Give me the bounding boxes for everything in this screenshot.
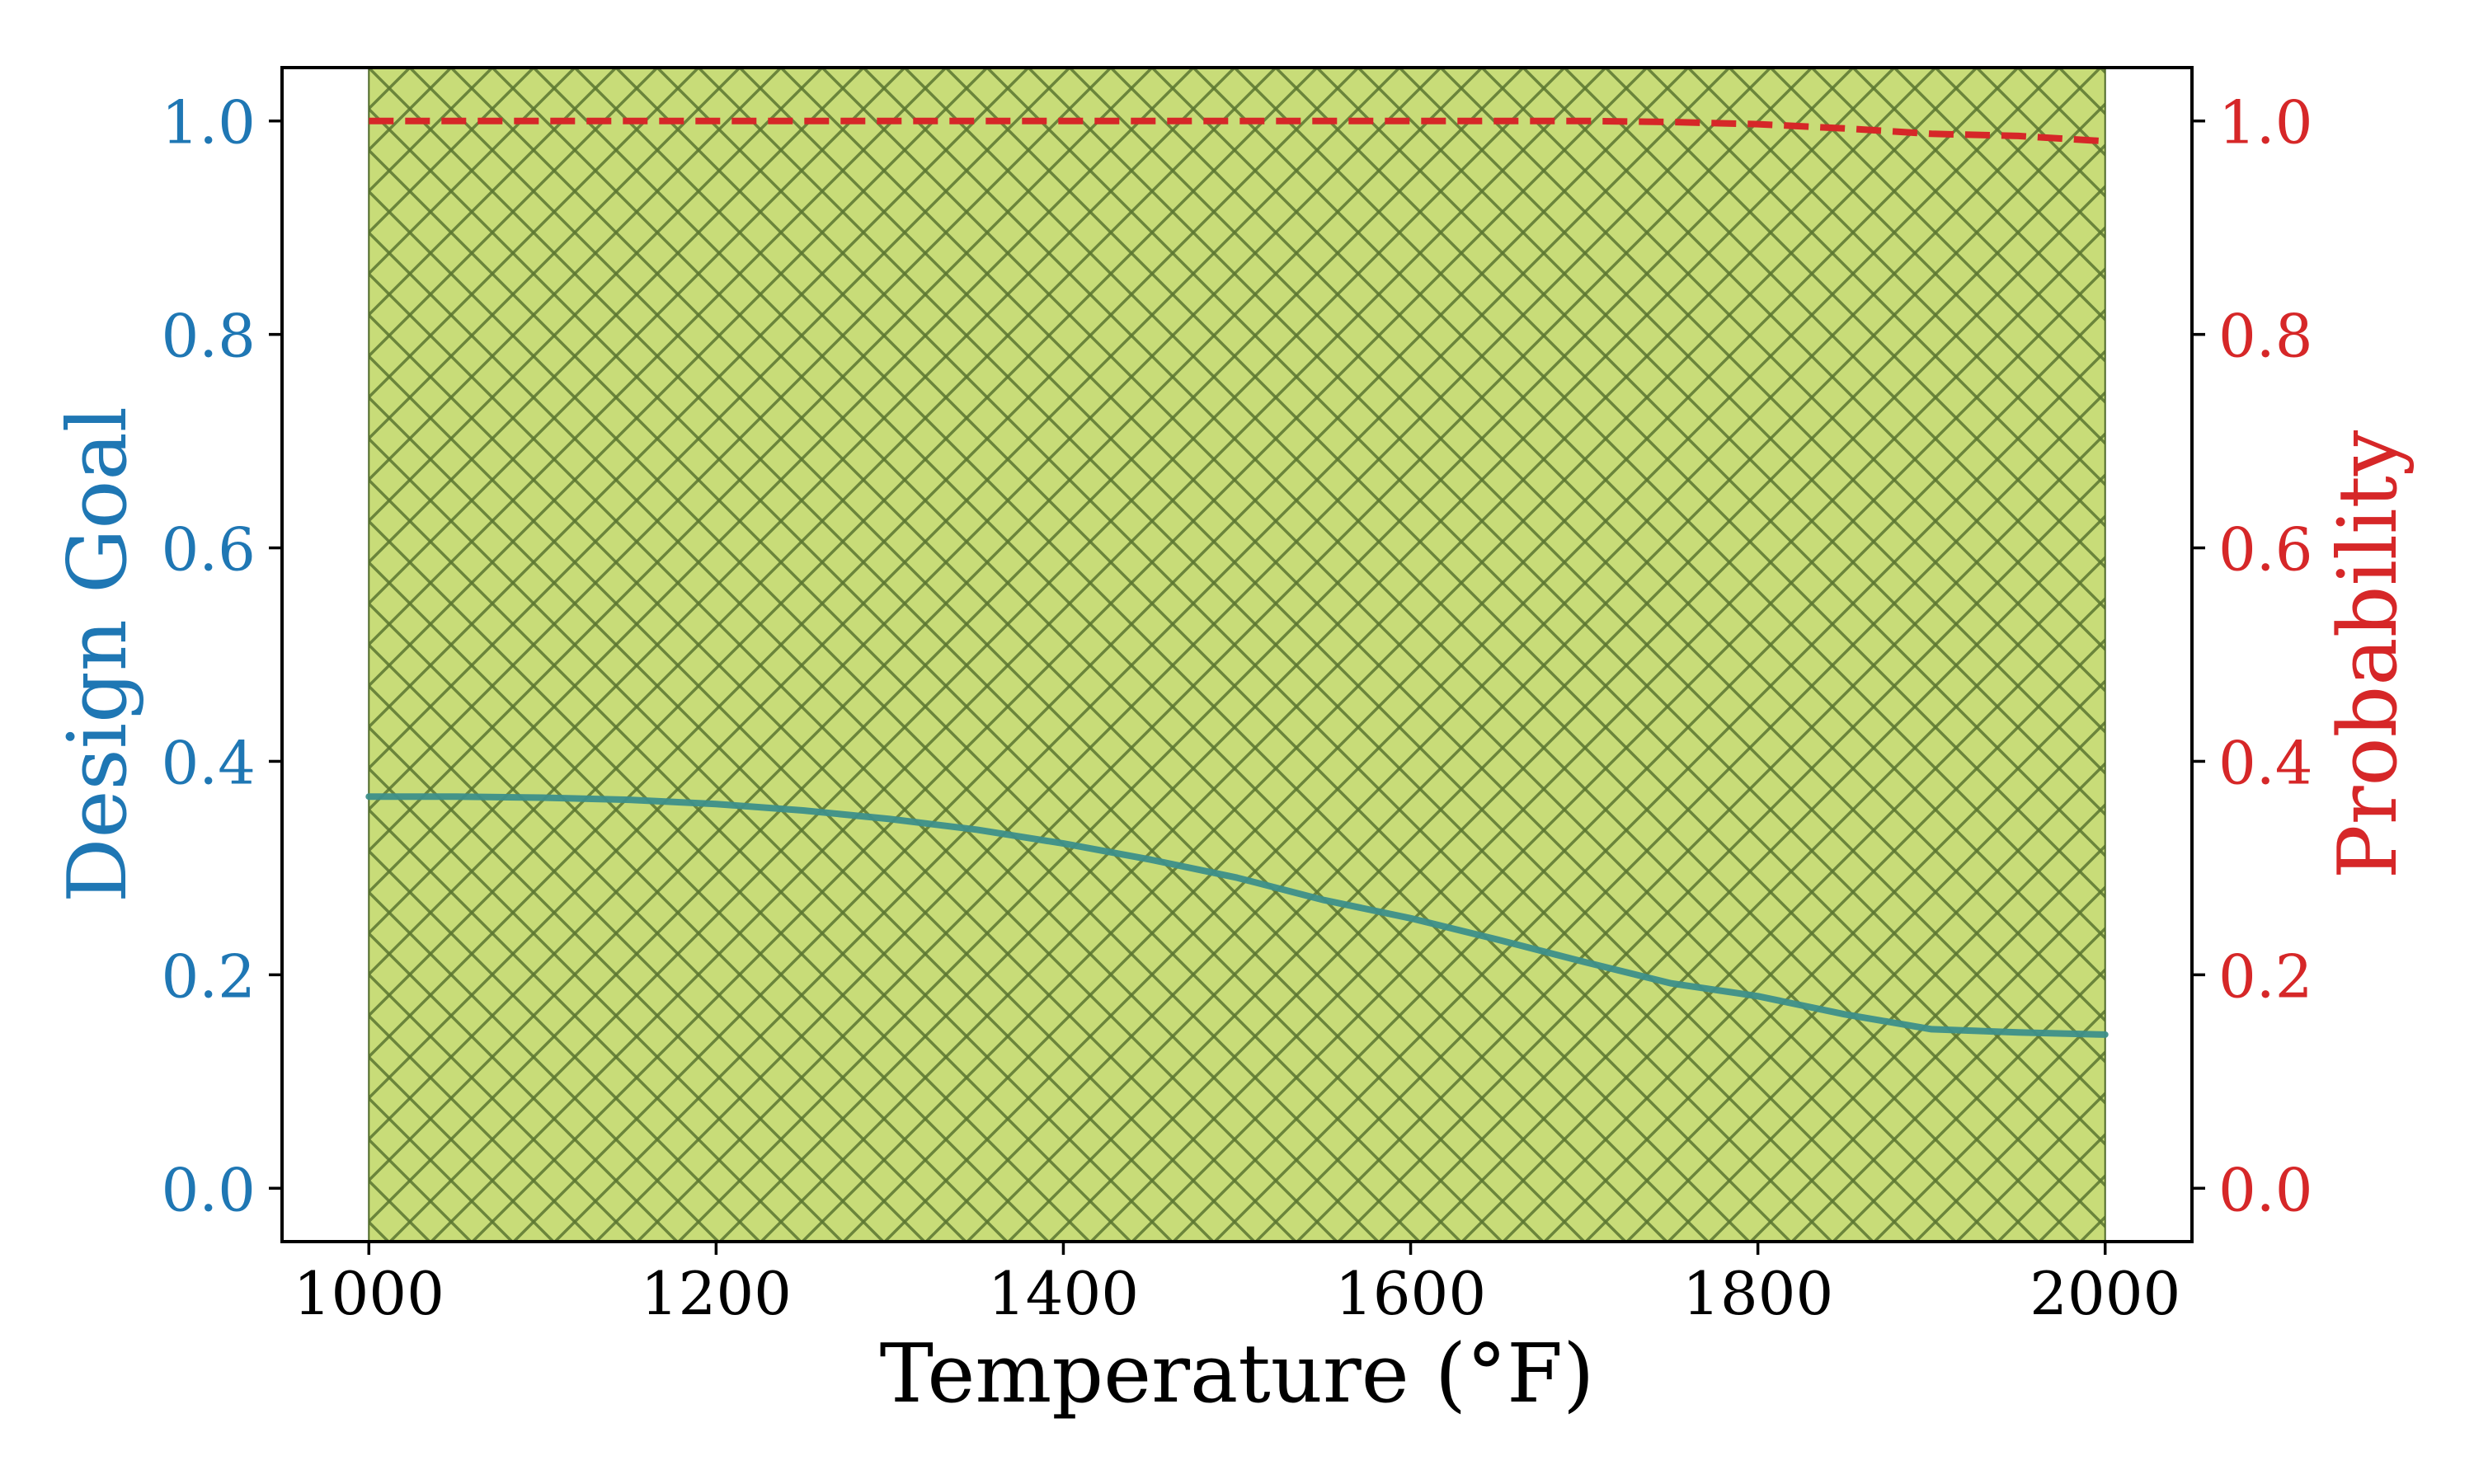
right-y-axis-label: Probability bbox=[2321, 430, 2415, 879]
x-tick-label: 2000 bbox=[2030, 1259, 2180, 1328]
left-y-tick-label: 0.2 bbox=[161, 942, 256, 1011]
right-y-axis-ticks: 0.0 0.2 0.4 0.6 0.8 1.0 bbox=[2192, 88, 2313, 1224]
left-y-tick-label: 0.0 bbox=[161, 1155, 256, 1224]
x-axis-label: Temperature (°F) bbox=[880, 1327, 1595, 1421]
axes-frame bbox=[280, 66, 2194, 1243]
left-y-axis-label: Design Goal bbox=[51, 406, 145, 903]
feasible-region-shading bbox=[368, 67, 2106, 1242]
right-y-tick-label: 0.0 bbox=[2218, 1155, 2313, 1224]
plot-area bbox=[280, 66, 2194, 1243]
left-y-tick-label: 0.4 bbox=[161, 728, 256, 797]
left-y-tick-label: 0.6 bbox=[161, 515, 256, 585]
x-axis-ticks: 1000 1200 1400 1600 1800 2000 bbox=[294, 1242, 2180, 1328]
x-tick-label: 1000 bbox=[294, 1259, 444, 1328]
right-y-tick-label: 1.0 bbox=[2218, 88, 2313, 157]
design-goal-line bbox=[365, 793, 2109, 1038]
left-y-axis-ticks: 0.0 0.2 0.4 0.6 0.8 1.0 bbox=[161, 88, 282, 1224]
right-y-tick-label: 0.8 bbox=[2218, 302, 2313, 371]
left-y-tick-label: 0.8 bbox=[161, 302, 256, 371]
right-y-tick-label: 0.4 bbox=[2218, 728, 2313, 797]
x-tick-label: 1800 bbox=[1682, 1259, 1833, 1328]
x-tick-label: 1400 bbox=[988, 1259, 1139, 1328]
right-y-tick-label: 0.6 bbox=[2218, 515, 2313, 585]
left-y-tick-label: 1.0 bbox=[161, 88, 256, 157]
right-y-tick-label: 0.2 bbox=[2218, 942, 2313, 1011]
x-tick-label: 1200 bbox=[641, 1259, 792, 1328]
x-tick-label: 1600 bbox=[1335, 1259, 1486, 1328]
